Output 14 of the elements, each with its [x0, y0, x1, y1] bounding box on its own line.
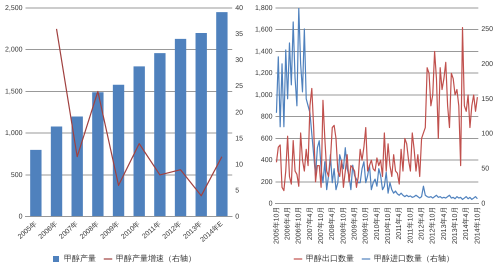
- bar: [174, 38, 186, 216]
- bar: [134, 66, 145, 216]
- bar: [30, 150, 42, 216]
- bar: [154, 53, 166, 216]
- legend-label: 甲醇出口数量: [306, 254, 354, 264]
- bar: [92, 92, 104, 216]
- bar: [216, 12, 228, 216]
- legend-label: 甲醇产量: [64, 254, 96, 264]
- legend-label: 甲醇产量增速（右轴）: [116, 254, 196, 264]
- legend-label: 甲醇进口数量（右轴）: [374, 254, 454, 264]
- bar: [112, 84, 124, 216]
- bar: [196, 33, 207, 216]
- bar: [72, 116, 83, 216]
- bar: [50, 126, 62, 216]
